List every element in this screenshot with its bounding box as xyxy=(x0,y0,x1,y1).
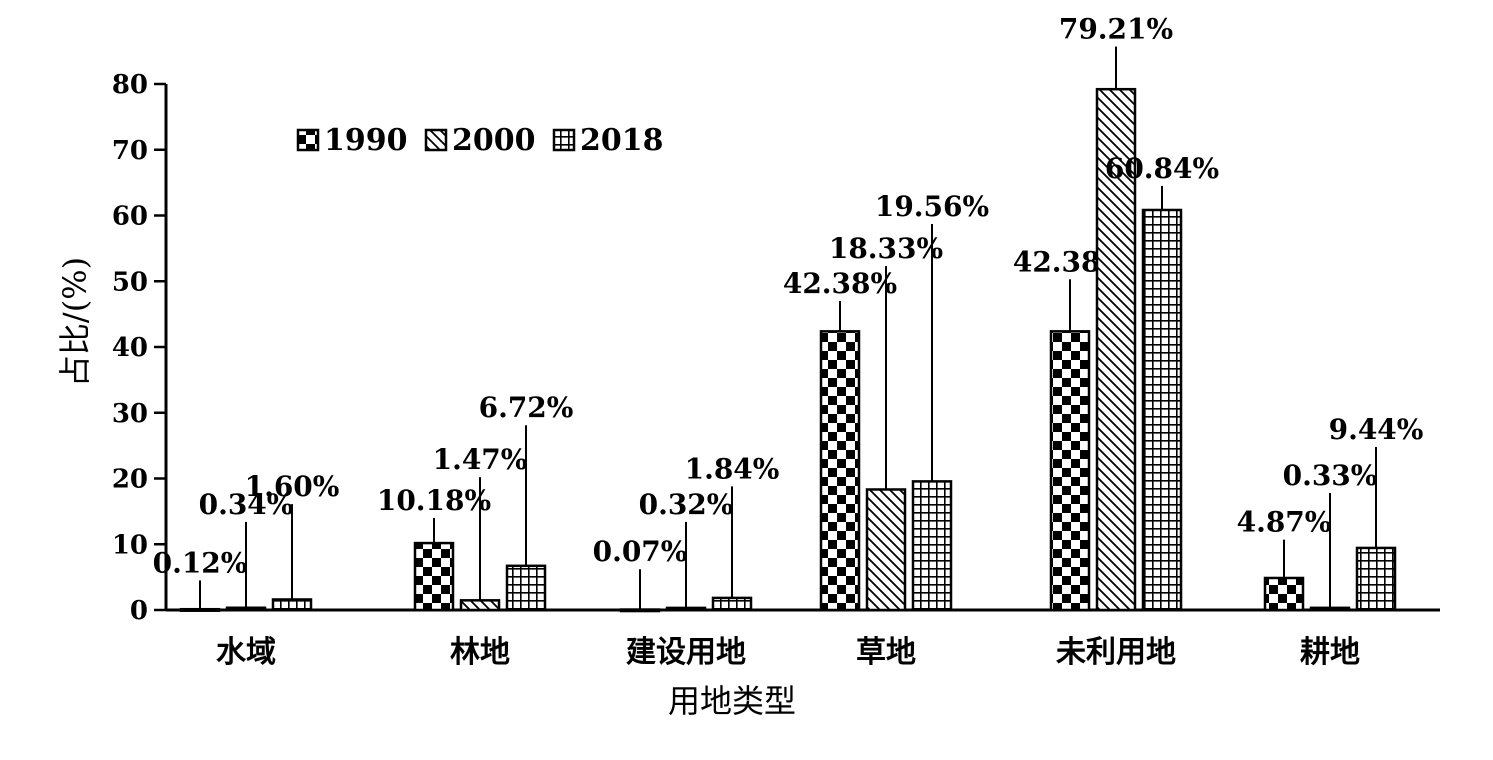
x-tick-label: 水域 xyxy=(216,635,276,670)
y-tick-label: 60 xyxy=(112,202,148,232)
bar-1990-4 xyxy=(1049,330,1091,612)
bar-2018-2 xyxy=(711,596,753,612)
legend: 1990 2000 2018 xyxy=(296,123,664,158)
data-label: 0.33% xyxy=(1283,459,1378,492)
data-label: 6.72% xyxy=(479,391,574,424)
data-label: 0.32% xyxy=(639,488,734,521)
data-label: 0.12% xyxy=(153,546,248,579)
bar-2000-3 xyxy=(865,488,907,612)
bar-2018-4 xyxy=(1141,208,1183,612)
y-tick-label: 70 xyxy=(112,136,148,166)
bar-2000-2 xyxy=(665,606,707,612)
data-label: 10.18% xyxy=(377,484,491,517)
legend-swatch-2000 xyxy=(424,128,448,152)
y-tick-label: 80 xyxy=(112,70,148,100)
data-label: 4.87% xyxy=(1237,506,1332,539)
x-tick-label: 耕地 xyxy=(1300,635,1360,670)
legend-label-1990: 1990 xyxy=(324,123,408,158)
x-tick-label: 草地 xyxy=(856,635,916,670)
data-label: 18.33% xyxy=(829,232,943,265)
x-tick-label: 林地 xyxy=(450,635,510,670)
x-axis-title: 用地类型 xyxy=(668,682,796,720)
bar-1990-3 xyxy=(819,330,861,612)
data-label: 42.38% xyxy=(783,267,897,300)
data-label: 1.84% xyxy=(685,452,780,485)
bar-1990-5 xyxy=(1263,576,1305,612)
bar-2018-3 xyxy=(911,480,953,612)
x-tick-label: 未利用地 xyxy=(1056,635,1176,670)
data-label: 79.21% xyxy=(1059,13,1173,46)
bar-2000-4 xyxy=(1095,87,1137,612)
bar-2000-1 xyxy=(459,599,501,612)
y-tick-label: 20 xyxy=(112,465,148,495)
bar-2000-5 xyxy=(1309,606,1351,612)
data-label: 19.56% xyxy=(875,190,989,223)
plot-area: 0 10 20 30 40 50 60 70 80 0.12% 10.18% 0.07% 42.38%… xyxy=(112,13,1440,670)
y-tick-label: 30 xyxy=(112,399,148,429)
y-tick-label: 0 xyxy=(130,596,148,626)
data-label: 1.47% xyxy=(433,443,528,476)
y-tick-label: 40 xyxy=(112,333,148,363)
legend-label-2000: 2000 xyxy=(452,123,536,158)
y-tick-label: 50 xyxy=(112,267,148,297)
bar-2018-1 xyxy=(505,564,547,612)
legend-swatch-2018 xyxy=(552,128,576,152)
data-label: 0.34% xyxy=(199,488,294,521)
bar-2018-0 xyxy=(271,598,313,612)
data-label: 9.44% xyxy=(1329,413,1424,446)
y-axis-title: 占比/(%) xyxy=(56,257,94,387)
bars: 0.12%10.18%0.07%42.38%42.38%4.87%0.34%1.… xyxy=(153,13,1424,613)
y-tick-label: 10 xyxy=(112,530,148,560)
y-ticks: 0 10 20 30 40 50 60 70 80 xyxy=(112,70,166,626)
legend-label-2018: 2018 xyxy=(580,123,664,158)
bar-1990-0 xyxy=(179,607,221,612)
x-tick-labels: 水域 林地 建设用地 草地 未利用地 耕地 xyxy=(216,635,1360,670)
bar-2000-0 xyxy=(225,606,267,612)
bar-1990-1 xyxy=(413,541,455,612)
bar-1990-2 xyxy=(619,608,661,613)
legend-swatch-1990 xyxy=(296,128,320,152)
bar-2018-5 xyxy=(1355,546,1397,612)
data-label: 60.84% xyxy=(1105,152,1219,185)
x-tick-label: 建设用地 xyxy=(626,635,746,670)
data-label: 0.07% xyxy=(593,535,688,568)
data-label: 1.60% xyxy=(245,470,340,503)
